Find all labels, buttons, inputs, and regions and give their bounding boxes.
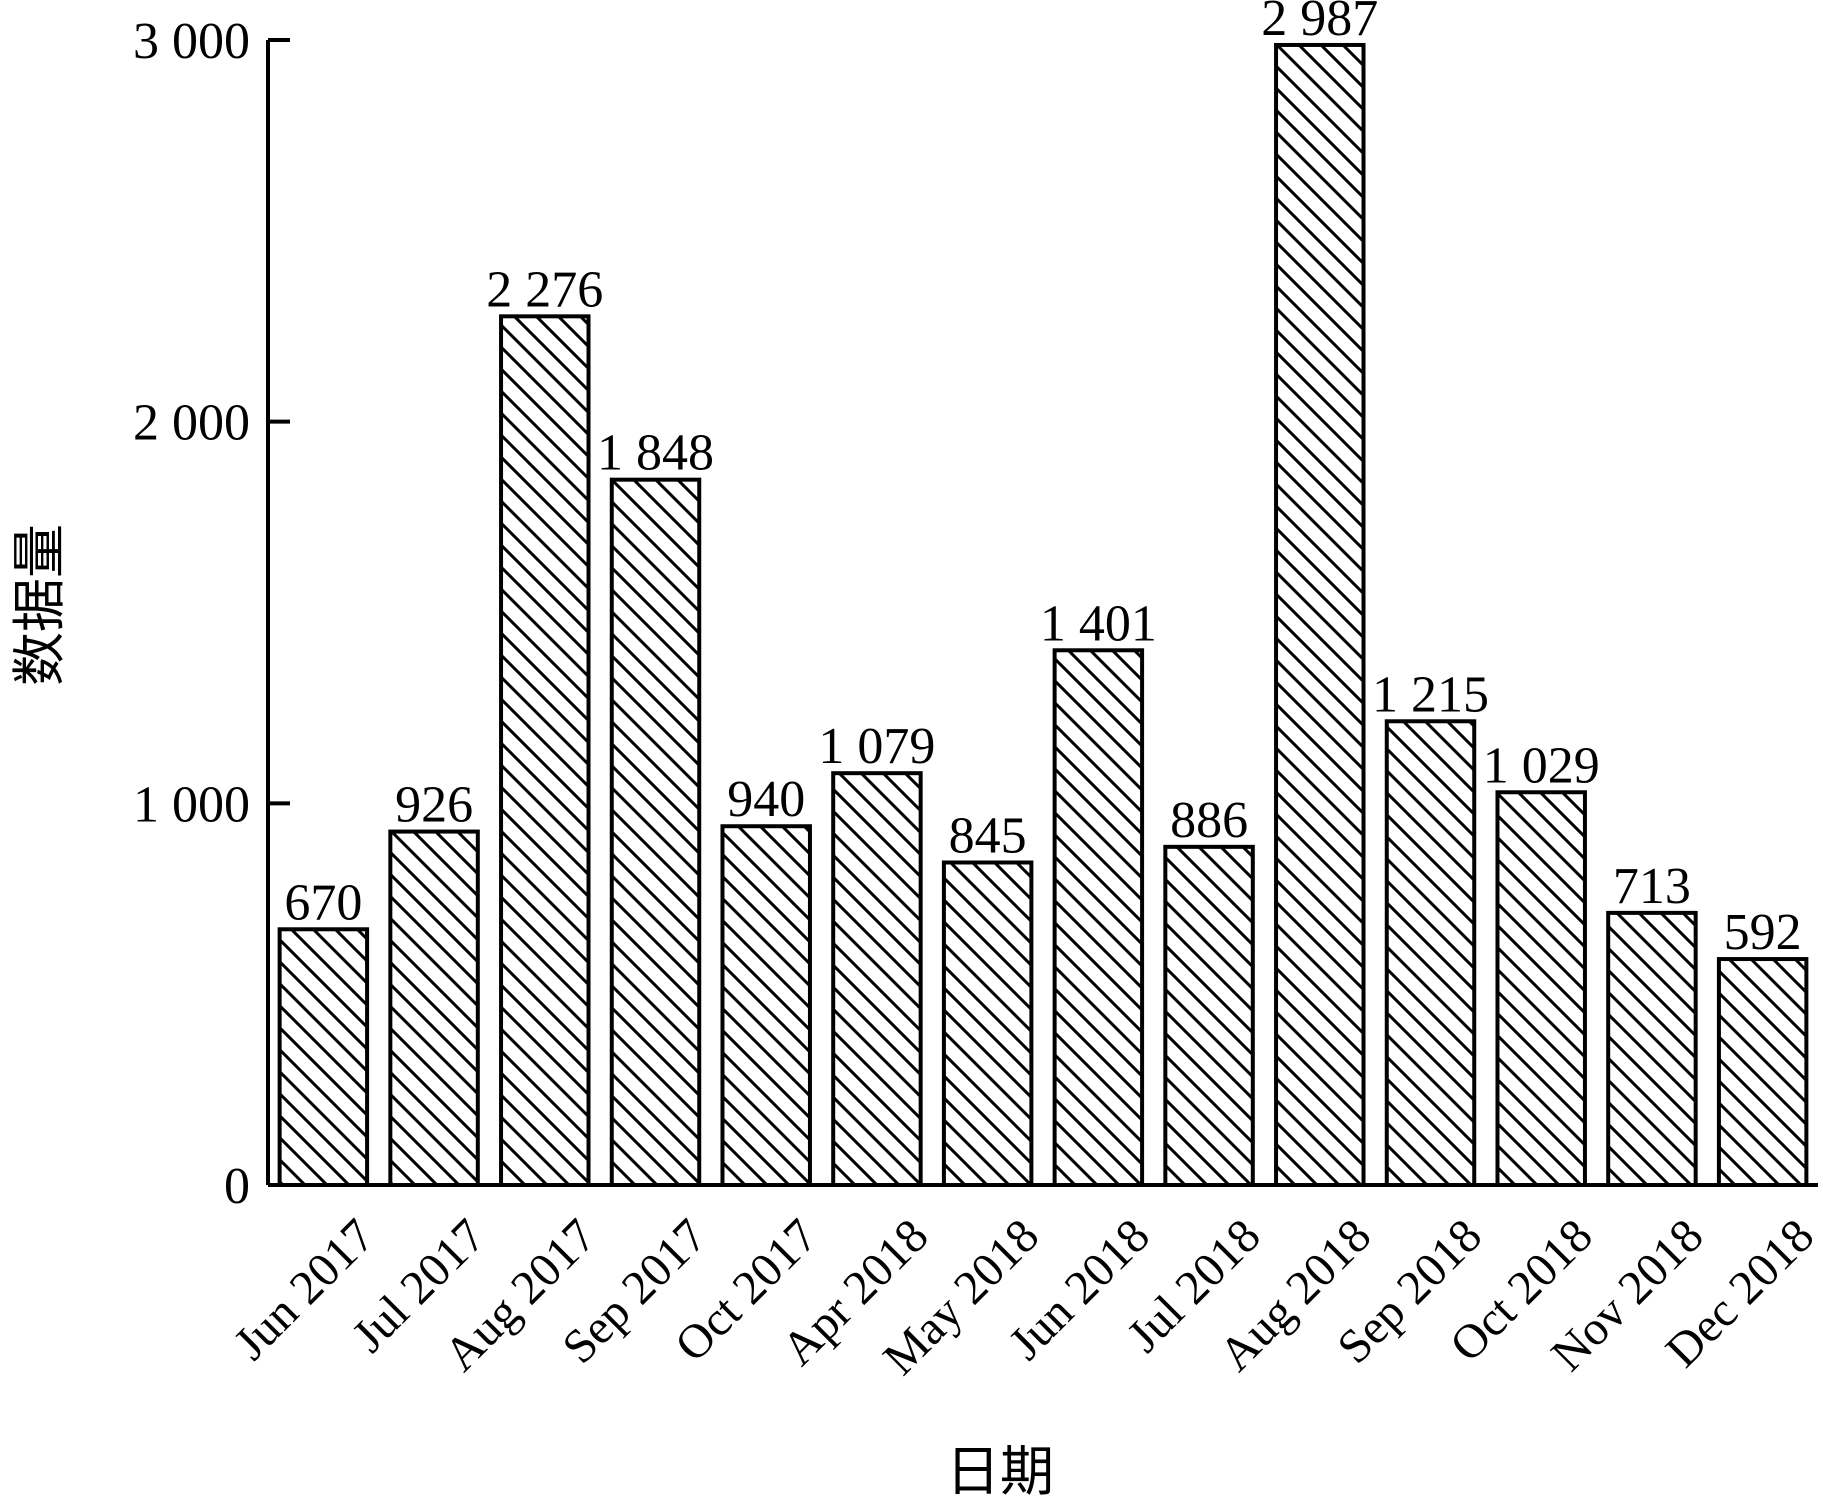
bar bbox=[609, 477, 702, 1187]
bar bbox=[1163, 844, 1255, 1187]
bar bbox=[1606, 910, 1698, 1187]
y-tick-label: 2 000 bbox=[133, 395, 250, 452]
data-label: 592 bbox=[1724, 904, 1802, 961]
bar bbox=[831, 771, 923, 1187]
data-label: 1 029 bbox=[1483, 737, 1600, 794]
data-label: 1 848 bbox=[597, 425, 714, 482]
data-label: 1 215 bbox=[1372, 666, 1489, 723]
bar bbox=[1384, 719, 1477, 1188]
data-label: 940 bbox=[727, 771, 805, 828]
y-tick-label: 0 bbox=[224, 1158, 250, 1215]
bar bbox=[941, 860, 1034, 1187]
x-tick-label: Jun 2017 bbox=[224, 1209, 385, 1370]
data-label: 713 bbox=[1613, 858, 1691, 915]
data-label: 886 bbox=[1170, 792, 1248, 849]
data-label: 2 276 bbox=[486, 261, 603, 318]
bar bbox=[277, 927, 370, 1187]
bar bbox=[1274, 42, 1366, 1187]
x-axis-title: 日期 bbox=[946, 1442, 1054, 1502]
bar bbox=[1495, 790, 1587, 1187]
data-label: 845 bbox=[949, 807, 1027, 864]
y-tick-label: 1 000 bbox=[133, 776, 250, 833]
bar bbox=[720, 824, 812, 1187]
bar bbox=[1052, 648, 1145, 1187]
data-label: 2 987 bbox=[1261, 0, 1378, 47]
data-label: 1 401 bbox=[1040, 595, 1157, 652]
data-label: 926 bbox=[395, 777, 473, 834]
bar bbox=[1716, 957, 1809, 1188]
bar bbox=[499, 314, 591, 1187]
data-label: 1 079 bbox=[818, 718, 935, 775]
bar bbox=[388, 829, 480, 1187]
y-axis-title: 数据量 bbox=[10, 524, 70, 686]
y-tick-label: 3 000 bbox=[133, 13, 250, 70]
data-label: 670 bbox=[284, 874, 362, 931]
